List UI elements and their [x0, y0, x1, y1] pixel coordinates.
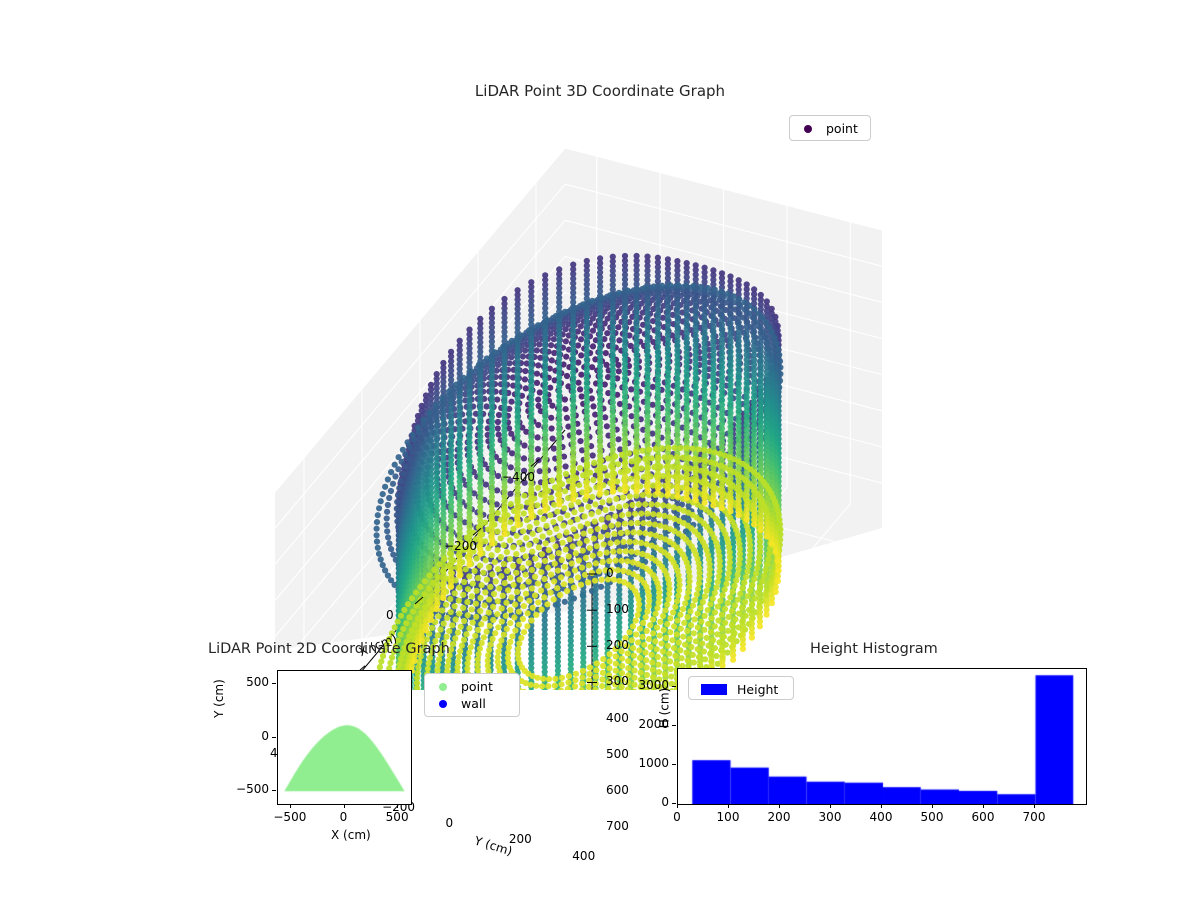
plot2d-axes[interactable]: [277, 670, 412, 805]
histogram-title: Height Histogram: [810, 641, 938, 657]
y-tick-mark: [672, 803, 676, 804]
plot3d-title: LiDAR Point 3D Coordinate Graph: [474, 82, 726, 100]
x-tick-label: 200: [767, 810, 791, 824]
plot3d-legend: point: [789, 115, 871, 141]
tick-label: 600: [606, 782, 629, 797]
plot2d-point-cloud: [278, 671, 411, 804]
y-tick-mark: [672, 724, 676, 726]
point-marker-icon: [804, 124, 812, 133]
x-tick-label: 500: [385, 810, 409, 824]
x-tick-label: 0: [673, 810, 681, 824]
x-tick-mark: [983, 804, 984, 808]
y-tick-mark: [672, 763, 676, 765]
x-tick-label: 0: [339, 810, 348, 824]
tick-label: 200: [606, 638, 629, 653]
tick-label: −400: [502, 470, 535, 485]
x-tick-label: 500: [920, 810, 944, 824]
x-tick-mark: [881, 804, 882, 808]
wall-marker-icon: [439, 699, 447, 708]
tick-label: 400: [606, 710, 629, 725]
plot3d-canvas: [274, 147, 883, 690]
y-tick-label: 2000: [638, 716, 669, 731]
plot2d-xlabel: X (cm): [331, 828, 371, 842]
tick-label: 700: [606, 819, 629, 834]
x-tick-label: 300: [818, 810, 842, 824]
point-marker-icon: [439, 682, 447, 691]
x-tick-label: 600: [971, 810, 995, 824]
y-tick-mark: [672, 685, 676, 687]
x-tick-mark: [728, 804, 729, 808]
legend-item-point: point: [798, 120, 862, 137]
x-tick-mark: [779, 804, 780, 808]
plot2d-ylabel: Y (cm): [212, 679, 226, 718]
y-tick-label: 500: [246, 674, 269, 689]
height-color-swatch: [701, 684, 727, 695]
y-tick-label: 0: [661, 795, 669, 809]
y-tick-mark: [272, 682, 276, 684]
legend-label-wall: wall: [461, 696, 486, 711]
legend-item-height: Height: [697, 681, 785, 698]
tick-label: 400: [572, 848, 596, 863]
tick-label: Y (cm): [472, 833, 514, 859]
y-tick-label: 1000: [638, 755, 669, 770]
plot2d-legend: point wall: [424, 673, 520, 717]
plot3d-axes[interactable]: 0100200300400500600700−400−2000200400−40…: [230, 130, 990, 863]
plot3d-tick-marks: [356, 459, 597, 683]
legend-item-wall: wall: [433, 695, 511, 712]
y-tick-label: 3000: [638, 677, 669, 692]
legend-label-point: point: [461, 679, 493, 694]
tick-label: 300: [606, 674, 629, 689]
plot2d-title: LiDAR Point 2D Coordinate Graph: [208, 641, 450, 657]
x-tick-label: 700: [1022, 810, 1046, 824]
x-tick-mark: [289, 804, 291, 808]
x-tick-label: 400: [869, 810, 893, 824]
y-tick-label: 0: [261, 728, 269, 743]
legend-label-point: point: [826, 121, 858, 136]
tick-label: 200: [508, 832, 532, 847]
tick-label: −200: [444, 539, 477, 554]
x-tick-label: −500: [273, 810, 307, 824]
tick-label: 100: [606, 602, 629, 617]
tick-label: 500: [606, 746, 629, 761]
tick-label: 0: [445, 816, 454, 830]
x-tick-mark: [677, 804, 678, 808]
x-tick-label: 100: [716, 810, 740, 824]
plot3d-point-cloud: [373, 252, 784, 690]
legend-label-height: Height: [737, 682, 779, 697]
legend-item-point: point: [433, 678, 511, 695]
y-tick-label: −500: [236, 782, 269, 797]
tick-label: 0: [606, 566, 614, 580]
x-tick-mark: [343, 804, 345, 808]
x-tick-mark: [397, 804, 399, 808]
x-tick-mark: [1034, 804, 1035, 808]
x-tick-mark: [932, 804, 933, 808]
y-tick-mark: [272, 736, 276, 738]
histogram-legend: Height: [688, 676, 794, 700]
x-tick-mark: [830, 804, 831, 808]
tick-label: 0: [386, 608, 394, 622]
y-tick-mark: [272, 790, 276, 792]
